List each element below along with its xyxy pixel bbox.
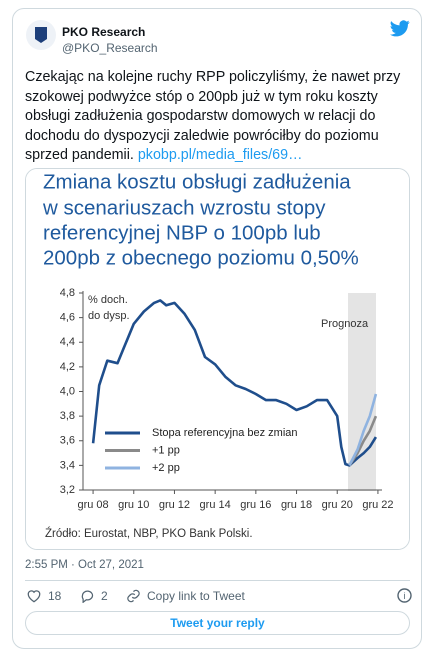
x-tick-label: gru 16 (240, 499, 271, 511)
y-tick-label: 4,6 (60, 312, 75, 324)
y-axis-label: do dysp. (88, 310, 130, 322)
like-icon[interactable] (26, 589, 42, 603)
y-tick-label: 3,4 (60, 459, 75, 471)
x-tick-label: gru 10 (118, 499, 149, 511)
reply-icon[interactable] (80, 589, 95, 603)
x-tick-label: gru 22 (362, 499, 393, 511)
svg-text:i: i (404, 591, 406, 601)
annotation: Prognoza (321, 318, 369, 330)
series-line (348, 393, 378, 466)
chart-title: referencyjnej NBP o 100pb lub (43, 221, 321, 244)
reply-button[interactable]: Tweet your reply (25, 611, 410, 635)
copy-link[interactable]: Copy link to Tweet (147, 589, 245, 603)
divider (25, 580, 410, 581)
tweet-text: Czekając na kolejne ruchy RPP policzyliś… (25, 68, 417, 166)
chart-title: 200pb z obecnego poziomu 0,50% (43, 246, 359, 269)
reply-count: 2 (101, 589, 108, 603)
help-icon[interactable]: i (397, 588, 412, 603)
y-tick-label: 4,8 (60, 287, 75, 299)
tweet-card (12, 8, 422, 649)
y-tick-label: 3,8 (60, 410, 75, 422)
legend-label: +1 pp (152, 444, 180, 456)
handle[interactable]: @PKO_Research (62, 41, 158, 55)
tweet-body: Czekając na kolejne ruchy RPP policzyliś… (25, 69, 401, 164)
chart: Zmiana kosztu obsługi zadłużenia w scena… (26, 169, 409, 549)
x-tick-label: gru 12 (159, 499, 190, 511)
y-tick-label: 4,2 (60, 361, 75, 373)
y-tick-label: 4,4 (60, 336, 75, 348)
series-line (91, 299, 378, 467)
y-tick-label: 4,0 (60, 385, 75, 397)
legend-label: +2 pp (152, 462, 180, 474)
link-icon[interactable] (126, 589, 141, 603)
twitter-logo[interactable] (390, 20, 410, 37)
chart-title: Zmiana kosztu obsługi zadłużenia (43, 170, 351, 193)
y-tick-label: 3,6 (60, 435, 75, 447)
avatar (26, 20, 56, 50)
legend-label: Stopa referencyjna bez zmian (152, 427, 298, 439)
chart-title: w scenariuszach wzrostu stopy (42, 196, 326, 219)
y-axis-label: % doch. (88, 294, 128, 306)
media[interactable]: Zmiana kosztu obsługi zadłużenia w scena… (25, 168, 410, 550)
source: Źródło: Eurostat, NBP, PKO Bank Polski. (45, 527, 253, 540)
x-tick-label: gru 08 (77, 499, 108, 511)
tweet-link[interactable]: pkobp.pl/media_files/69… (137, 147, 303, 164)
x-tick-label: gru 18 (281, 499, 312, 511)
timestamp[interactable]: 2:55 PM · Oct 27, 2021 (25, 559, 144, 571)
x-tick-label: gru 20 (322, 499, 353, 511)
author-name[interactable]: PKO Research (62, 25, 146, 39)
like-count: 18 (48, 589, 62, 603)
x-tick-label: gru 14 (200, 499, 231, 511)
y-tick-label: 3,2 (60, 484, 75, 496)
